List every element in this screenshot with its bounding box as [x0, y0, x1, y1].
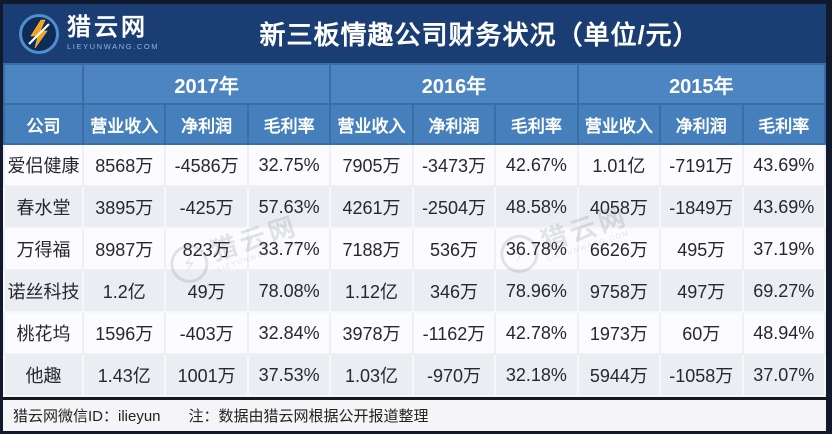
- metric-header-grossmargin: 毛利率: [741, 103, 826, 145]
- cell-value: -4586万: [164, 143, 249, 187]
- cell-value: 32.75%: [246, 143, 332, 187]
- cell-value: 36.78%: [494, 227, 579, 271]
- cell-value: 1.43亿: [81, 353, 167, 397]
- cell-value: 7905万: [329, 143, 414, 187]
- cell-value: 48.94%: [741, 311, 826, 355]
- cell-value: 823万: [164, 227, 249, 271]
- metric-header-row: 公司 营业收入 净利润 毛利率 营业收入 净利润 毛利率 营业收入 净利润 毛利…: [3, 103, 826, 145]
- cell-value: 7188万: [329, 227, 414, 271]
- cell-value: 4058万: [576, 185, 662, 229]
- cell-value: -403万: [164, 311, 249, 355]
- metric-header-netprofit: 净利润: [411, 103, 497, 145]
- cell-value: 37.19%: [741, 227, 826, 271]
- metric-header-netprofit: 净利润: [659, 103, 744, 145]
- cell-value: 42.67%: [494, 143, 579, 187]
- cell-value: 9758万: [576, 269, 662, 313]
- header-band: 猎云网 LIEYUNWANG.COM 新三板情趣公司财务状况（单位/元）: [3, 4, 826, 63]
- cell-value: 43.69%: [741, 185, 826, 229]
- cell-value: -7191万: [659, 143, 744, 187]
- cell-value: 42.78%: [494, 311, 579, 355]
- metric-header-revenue: 营业收入: [329, 103, 414, 145]
- cell-value: 49万: [164, 269, 249, 313]
- company-name: 桃花坞: [3, 311, 84, 355]
- cell-value: 497万: [659, 269, 744, 313]
- year-header-2017: 2017年: [81, 63, 332, 105]
- cell-value: 57.63%: [246, 185, 332, 229]
- cell-value: 60万: [659, 311, 744, 355]
- cell-value: -3473万: [411, 143, 497, 187]
- table-row: 春水堂 3895万 -425万 57.63% 4261万 -2504万 48.58% 4058…: [3, 185, 826, 229]
- footer-note: 注：数据由猎云网根据公开报道整理: [188, 408, 429, 425]
- cell-value: -1849万: [659, 185, 744, 229]
- cell-value: 37.53%: [246, 353, 332, 397]
- table-row: 诺丝科技 1.2亿 49万 78.08% 1.12亿 346万 78.96% 9758万 497…: [3, 269, 826, 313]
- year-header-2016: 2016年: [329, 63, 579, 105]
- cell-value: 8987万: [81, 227, 167, 271]
- cell-value: 3895万: [81, 185, 167, 229]
- cell-value: 33.77%: [246, 227, 332, 271]
- company-name: 他趣: [3, 353, 84, 397]
- cell-value: 536万: [411, 227, 497, 271]
- metric-header-grossmargin: 毛利率: [246, 103, 332, 145]
- cell-value: 78.08%: [246, 269, 332, 313]
- cell-value: 48.58%: [494, 185, 579, 229]
- metric-header-revenue: 营业收入: [81, 103, 167, 145]
- metric-header-revenue: 营业收入: [576, 103, 662, 145]
- table-row: 桃花坞 1596万 -403万 32.84% 3978万 -1162万 42.78% 1973…: [3, 311, 826, 355]
- cell-value: 32.84%: [246, 311, 332, 355]
- page-title: 新三板情趣公司财务状况（单位/元）: [259, 20, 700, 50]
- company-name: 春水堂: [3, 185, 84, 229]
- cell-value: 1596万: [81, 311, 167, 355]
- metric-header-grossmargin: 毛利率: [494, 103, 579, 145]
- cell-value: 5944万: [576, 353, 662, 397]
- footer-bar: 猎云网微信ID：ilieyun 注：数据由猎云网根据公开报道整理: [3, 397, 826, 431]
- company-column-header: 公司: [3, 103, 84, 145]
- cell-value: 1.01亿: [576, 143, 662, 187]
- table-row: 爱侣健康 8568万 -4586万 32.75% 7905万 -3473万 42.67% 1.…: [3, 143, 826, 187]
- cell-value: 1001万: [164, 353, 249, 397]
- logo-domain-text: LIEYUNWANG.COM: [67, 42, 160, 52]
- cell-value: 37.07%: [741, 353, 826, 397]
- cell-value: 4261万: [329, 185, 414, 229]
- table-body: 爱侣健康 8568万 -4586万 32.75% 7905万 -3473万 42.67% 1.…: [3, 143, 826, 397]
- cell-value: -1058万: [659, 353, 744, 397]
- logo-brand-text: 猎云网: [67, 14, 148, 42]
- company-name: 诺丝科技: [3, 269, 84, 313]
- cell-value: 1.2亿: [81, 269, 167, 313]
- cell-value: 1.03亿: [329, 353, 414, 397]
- cell-value: -970万: [411, 353, 497, 397]
- table-row: 他趣 1.43亿 1001万 37.53% 1.03亿 -970万 32.18% 5944万 -…: [3, 353, 826, 397]
- cell-value: 346万: [411, 269, 497, 313]
- year-header-2015: 2015年: [576, 63, 827, 105]
- lieyun-logo: 猎云网 LIEYUNWANG.COM: [19, 13, 160, 54]
- company-name: 爱侣健康: [3, 143, 84, 187]
- table-row: 万得福 8987万 823万 33.77% 7188万 536万 36.78% 6626万 49…: [3, 227, 826, 271]
- cell-value: 32.18%: [494, 353, 579, 397]
- corner-cell: [3, 63, 84, 105]
- cell-value: 3978万: [329, 311, 414, 355]
- cell-value: -1162万: [411, 311, 497, 355]
- footer-wechat-id: 猎云网微信ID：ilieyun: [13, 408, 161, 425]
- cell-value: 8568万: [81, 143, 167, 187]
- cell-value: -425万: [164, 185, 249, 229]
- cell-value: -2504万: [411, 185, 497, 229]
- metric-header-netprofit: 净利润: [164, 103, 249, 145]
- company-name: 万得福: [3, 227, 84, 271]
- lightning-bolt-icon: [19, 13, 59, 54]
- cell-value: 69.27%: [741, 269, 826, 313]
- cell-value: 495万: [659, 227, 744, 271]
- cell-value: 1973万: [576, 311, 662, 355]
- year-header-row: 2017年 2016年 2015年: [3, 63, 827, 105]
- cell-value: 1.12亿: [329, 269, 414, 313]
- cell-value: 78.96%: [494, 269, 579, 313]
- financial-table: 2017年 2016年 2015年 公司 营业收入 净利润 毛利率 营业收入 净…: [3, 63, 827, 397]
- cell-value: 6626万: [576, 227, 662, 271]
- cell-value: 43.69%: [741, 143, 826, 187]
